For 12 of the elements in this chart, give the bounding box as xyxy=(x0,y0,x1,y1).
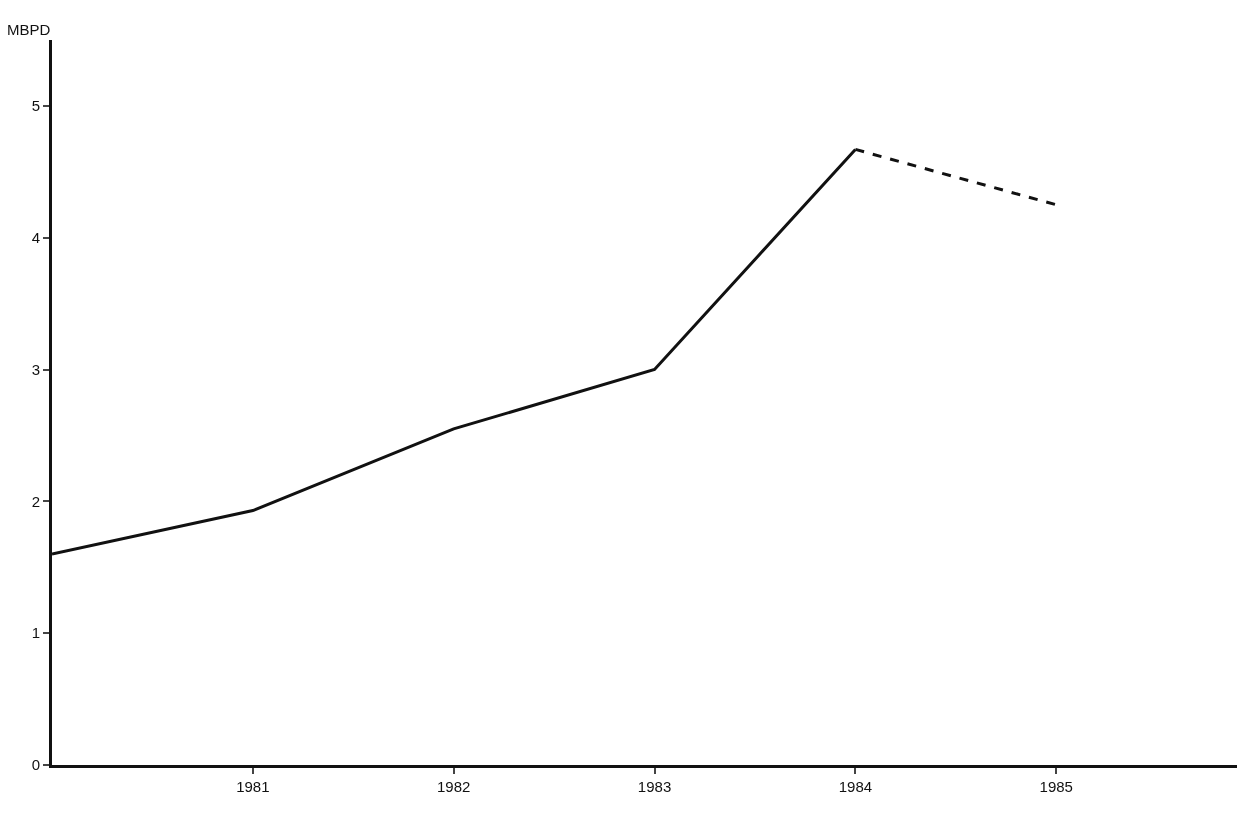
x-tick-label: 1984 xyxy=(838,778,873,795)
y-tick-label: 3 xyxy=(31,360,40,378)
y-tick-label: 1 xyxy=(31,624,40,642)
y-tick-label: 5 xyxy=(31,97,40,115)
x-tick-label: 1981 xyxy=(236,778,270,795)
y-tick-label: 4 xyxy=(31,228,40,246)
x-tick-label: 1982 xyxy=(437,778,471,795)
x-tick-label: 1983 xyxy=(637,778,672,795)
y-tick-label: 2 xyxy=(31,492,40,510)
x-tick-label: 1985 xyxy=(1039,778,1073,795)
y-axis-title: MBPD xyxy=(7,21,51,38)
y-tick-label: 0 xyxy=(31,756,40,774)
